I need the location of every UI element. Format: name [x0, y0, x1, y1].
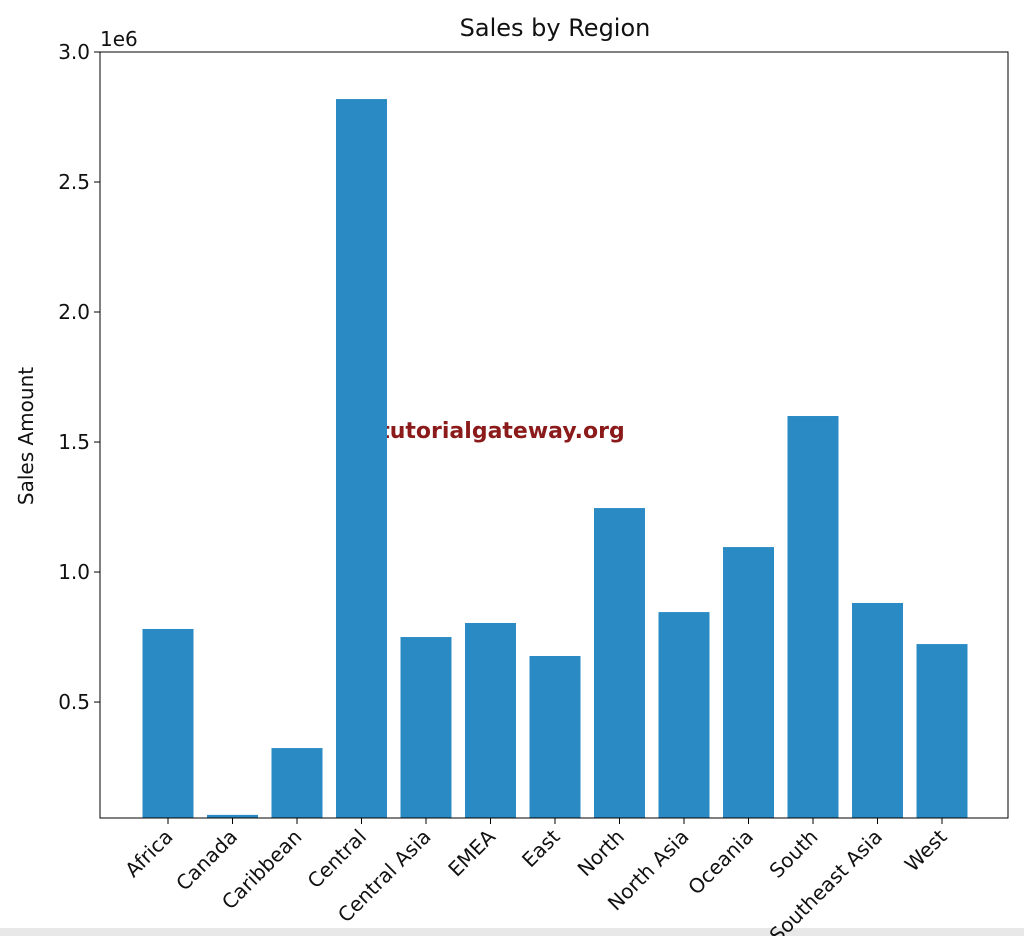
y-tick-label: 1.0 — [58, 560, 90, 584]
x-tick-label: South — [764, 825, 822, 883]
x-tick-label: Africa — [120, 825, 177, 882]
x-tick-label: Oceania — [683, 825, 758, 900]
y-axis-label: Sales Amount — [14, 367, 38, 505]
x-tick-label: East — [517, 824, 565, 872]
chart-title: Sales by Region — [460, 14, 651, 42]
bar — [207, 814, 258, 818]
bar — [658, 612, 710, 818]
ui-strip — [0, 928, 1024, 936]
y-offset-label: 1e6 — [100, 27, 138, 51]
bar — [271, 748, 323, 818]
x-tick-label: West — [900, 824, 952, 876]
bar — [723, 547, 774, 818]
bar — [594, 508, 645, 818]
bar — [400, 637, 452, 818]
bar — [916, 644, 968, 818]
y-tick-label: 2.0 — [58, 300, 90, 324]
axes-frame — [99, 51, 1009, 819]
y-tick-label: 2.5 — [58, 170, 90, 194]
bar — [852, 602, 903, 818]
watermark: tutorialgateway.org — [379, 419, 625, 444]
bar — [787, 416, 839, 818]
x-tick-label: EMEA — [443, 824, 500, 881]
y-tick-label: 1.5 — [58, 430, 90, 454]
bar — [465, 622, 516, 818]
bar — [142, 628, 194, 818]
bar — [336, 99, 387, 819]
bar — [529, 656, 581, 818]
y-tick-label: 3.0 — [58, 40, 90, 64]
x-tick-label: North — [573, 825, 630, 882]
y-tick-label: 0.5 — [58, 690, 90, 714]
